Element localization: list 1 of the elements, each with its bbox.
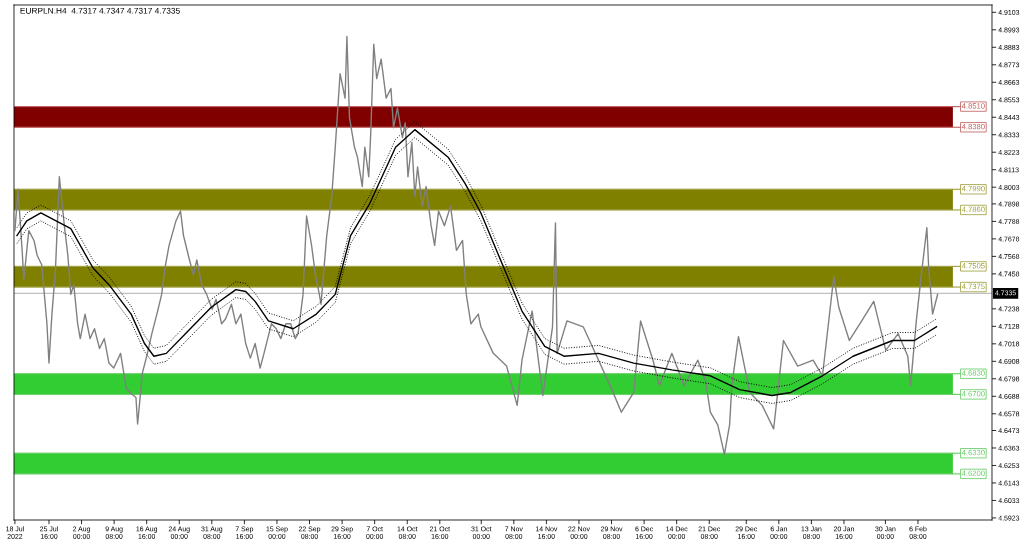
chart-title: EURPLN.H4 4.7317 4.7347 4.7317 4.7335 (20, 7, 180, 14)
